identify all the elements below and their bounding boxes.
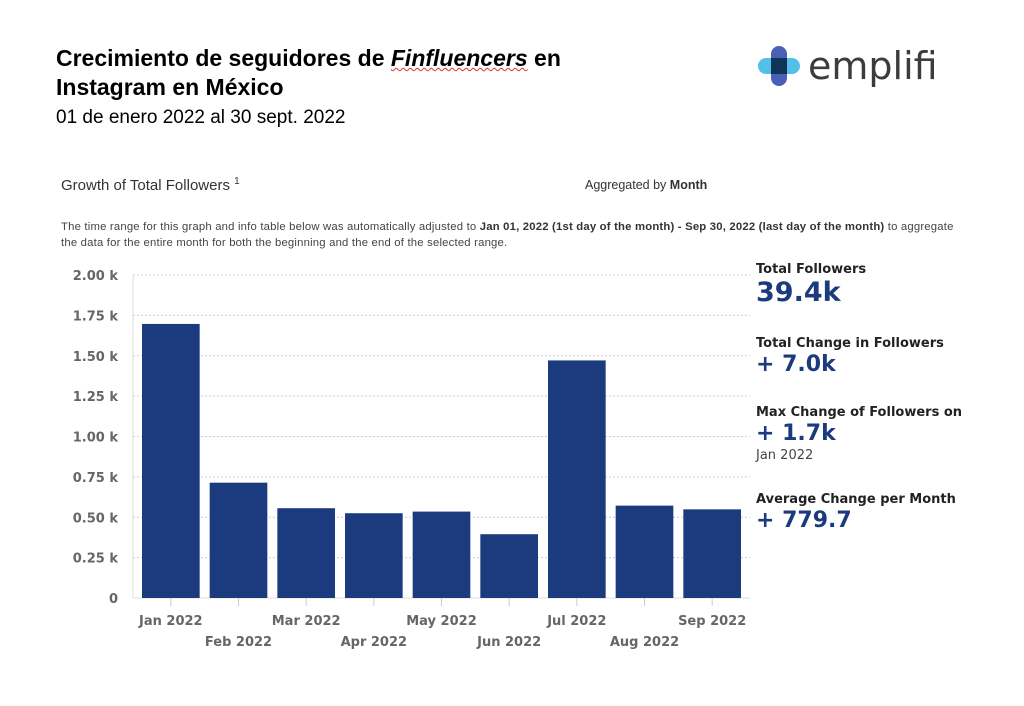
- bar-may-2022: [412, 511, 471, 598]
- stat-value: + 7.0k: [756, 352, 836, 377]
- page-subtitle: 01 de enero 2022 al 30 sept. 2022: [56, 107, 346, 128]
- x-tick-label: Apr 2022: [341, 635, 408, 650]
- y-tick-label: 1.25 k: [73, 390, 119, 405]
- stat-total-change: Total Change in Followers + 7.0k: [756, 336, 944, 379]
- stat-value: + 1.7k: [756, 421, 836, 446]
- logo-text: emplifi: [808, 44, 938, 88]
- y-tick-label: 1.50 k: [73, 350, 119, 365]
- range-note: The time range for this graph and info t…: [61, 221, 954, 249]
- bar-jul-2022: [548, 360, 606, 598]
- stat-label: Max Change of Followers on: [756, 405, 963, 420]
- bar-feb-2022: [209, 482, 268, 598]
- bar-jan-2022: [142, 323, 200, 598]
- y-tick-label: 0.25 k: [73, 552, 119, 567]
- bar-sep-2022: [683, 509, 741, 598]
- stat-value: + 779.7: [756, 508, 852, 533]
- x-tick-label: Feb 2022: [205, 635, 272, 650]
- x-tick-label: Sep 2022: [678, 614, 746, 629]
- y-tick-label: 0.50 k: [73, 511, 119, 526]
- y-tick-label: 0: [109, 592, 118, 607]
- x-tick-label: Jul 2022: [546, 614, 606, 629]
- stat-label: Total Followers: [756, 262, 867, 277]
- stat-value: 39.4k: [756, 277, 841, 308]
- y-tick-label: 1.00 k: [73, 431, 119, 446]
- stat-label: Total Change in Followers: [756, 336, 944, 351]
- stat-average-change: Average Change per Month + 779.7: [756, 492, 956, 535]
- x-tick-label: Jun 2022: [476, 635, 541, 650]
- stat-sub: Jan 2022: [756, 448, 814, 463]
- x-tick-label: Jan 2022: [138, 614, 203, 629]
- y-tick-label: 2.00 k: [73, 269, 119, 284]
- y-tick-label: 1.75 k: [73, 309, 119, 324]
- emplifi-cross-icon: [758, 46, 800, 86]
- page-title: Crecimiento de seguidores de Finfluencer…: [56, 45, 561, 100]
- stat-label: Average Change per Month: [756, 492, 956, 507]
- aggregation-label: Aggregated by Month: [585, 178, 708, 192]
- emplifi-logo: emplifi: [758, 44, 938, 88]
- x-tick-label: Mar 2022: [272, 614, 341, 629]
- bar-apr-2022: [345, 513, 403, 598]
- bar-mar-2022: [277, 508, 335, 598]
- x-tick-label: May 2022: [406, 614, 477, 629]
- bar-aug-2022: [615, 505, 674, 598]
- stat-total-followers: Total Followers 39.4k: [756, 262, 866, 309]
- graph-title: Growth of Total Followers 1: [61, 176, 240, 194]
- stat-max-change: Max Change of Followers on + 1.7k Jan 20…: [756, 405, 962, 463]
- bar-jun-2022: [480, 534, 538, 598]
- x-tick-label: Aug 2022: [610, 635, 679, 650]
- y-tick-label: 0.75 k: [73, 471, 119, 486]
